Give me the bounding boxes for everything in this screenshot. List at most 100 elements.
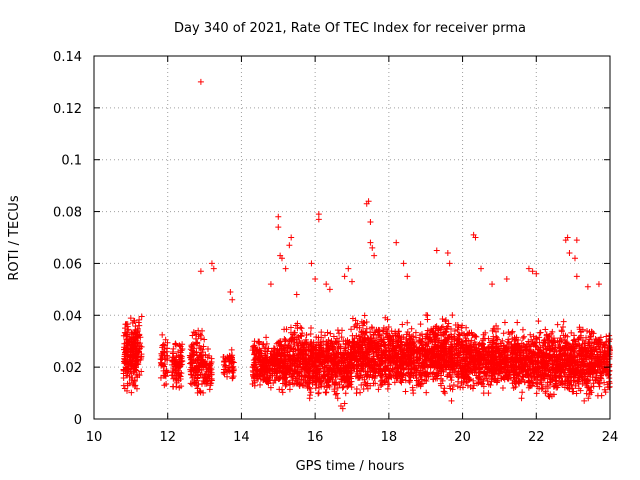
- data-point: [295, 352, 302, 359]
- data-point: [174, 367, 181, 374]
- data-point: [126, 373, 133, 380]
- data-point: [335, 344, 342, 351]
- data-point: [351, 335, 358, 342]
- data-point: [137, 334, 144, 341]
- data-point: [343, 369, 350, 376]
- data-point: [312, 370, 319, 377]
- data-point: [306, 344, 313, 351]
- data-point: [327, 357, 334, 364]
- data-point: [285, 354, 292, 361]
- data-point: [281, 335, 288, 342]
- data-point: [344, 383, 351, 390]
- data-point: [157, 356, 164, 363]
- data-point: [275, 224, 282, 231]
- data-point: [120, 382, 127, 389]
- data-point: [334, 350, 341, 357]
- data-point: [499, 385, 506, 392]
- data-point: [158, 352, 165, 359]
- data-point: [288, 234, 295, 241]
- data-point: [323, 342, 330, 349]
- data-point: [519, 389, 526, 396]
- data-point: [196, 354, 203, 361]
- data-point: [326, 370, 333, 377]
- data-point: [221, 369, 228, 376]
- data-point: [282, 352, 289, 359]
- data-point: [318, 334, 325, 341]
- data-point: [291, 352, 298, 359]
- data-point: [169, 372, 176, 379]
- data-point: [207, 380, 214, 387]
- data-point: [127, 354, 134, 361]
- data-point: [188, 342, 195, 349]
- data-point: [206, 360, 213, 367]
- data-point: [292, 322, 299, 329]
- data-point: [304, 381, 311, 388]
- data-point: [161, 361, 168, 368]
- data-point: [337, 371, 344, 378]
- data-point: [404, 273, 411, 280]
- data-point: [160, 372, 167, 379]
- data-point: [263, 334, 270, 341]
- data-point: [344, 374, 351, 381]
- data-point: [272, 361, 279, 368]
- data-point: [261, 351, 268, 358]
- data-point: [369, 244, 376, 251]
- data-point: [384, 385, 391, 392]
- data-point: [282, 379, 289, 386]
- data-point: [136, 322, 143, 329]
- data-point: [188, 381, 195, 388]
- data-point: [312, 369, 319, 376]
- data-point: [257, 375, 264, 382]
- data-point: [334, 356, 341, 363]
- data-point: [424, 316, 431, 323]
- data-point: [134, 348, 141, 355]
- data-point: [281, 342, 288, 349]
- data-point: [272, 377, 279, 384]
- data-point: [596, 383, 603, 390]
- data-point: [126, 333, 133, 340]
- data-point: [292, 375, 299, 382]
- data-point: [332, 391, 339, 398]
- data-point: [262, 352, 269, 359]
- data-point: [164, 345, 171, 352]
- data-point: [230, 367, 237, 374]
- data-point: [361, 312, 368, 319]
- data-point: [309, 351, 316, 358]
- data-point: [131, 318, 138, 325]
- data-point: [276, 386, 283, 393]
- data-point: [193, 382, 200, 389]
- data-point: [315, 390, 322, 397]
- data-point: [178, 358, 185, 365]
- data-point: [286, 386, 293, 393]
- data-point: [287, 371, 294, 378]
- data-point: [307, 330, 314, 337]
- data-point: [321, 372, 328, 379]
- data-point: [324, 347, 331, 354]
- data-point: [314, 354, 321, 361]
- data-point: [267, 281, 274, 288]
- data-point: [132, 353, 139, 360]
- data-point: [297, 339, 304, 346]
- data-point: [263, 348, 270, 355]
- data-point: [276, 347, 283, 354]
- data-point: [282, 265, 289, 272]
- data-point: [315, 216, 322, 223]
- data-point: [348, 369, 355, 376]
- chart-title: Day 340 of 2021, Rate Of TEC Index for r…: [174, 21, 526, 36]
- data-point: [135, 361, 142, 368]
- data-point: [171, 356, 178, 363]
- data-point: [132, 326, 139, 333]
- data-point: [321, 332, 328, 339]
- data-point: [302, 339, 309, 346]
- data-point: [170, 383, 177, 390]
- data-point: [536, 329, 543, 336]
- data-point: [226, 368, 233, 375]
- data-point: [297, 324, 304, 331]
- data-point: [178, 383, 185, 390]
- data-point: [198, 367, 205, 374]
- data-point: [280, 364, 287, 371]
- data-point: [159, 342, 166, 349]
- data-point: [331, 381, 338, 388]
- data-point: [446, 260, 453, 267]
